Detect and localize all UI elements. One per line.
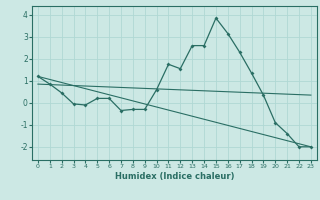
X-axis label: Humidex (Indice chaleur): Humidex (Indice chaleur) bbox=[115, 172, 234, 181]
